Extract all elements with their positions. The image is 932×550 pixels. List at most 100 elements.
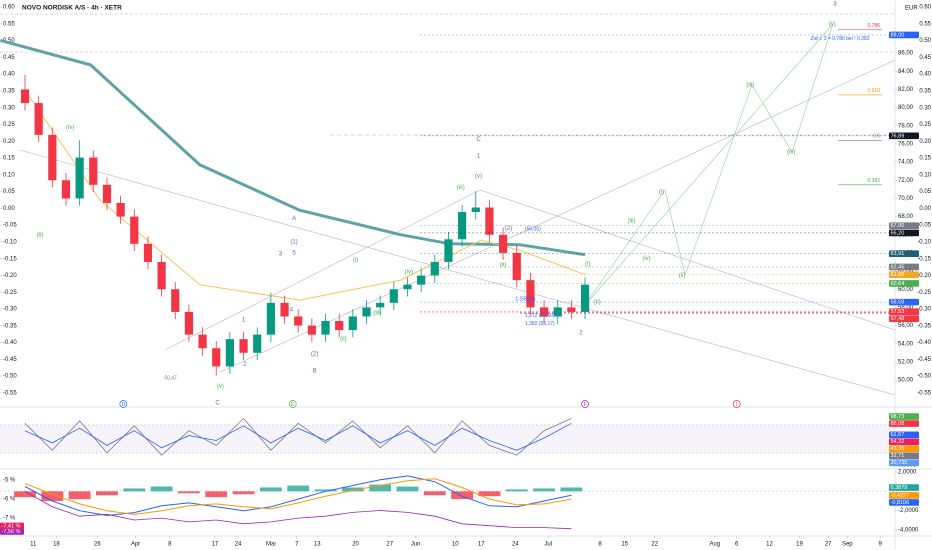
wave-label: 3 <box>279 251 283 257</box>
x-tick-label: 24 <box>512 542 519 548</box>
y2-tick-label: -0.40 <box>917 340 931 346</box>
wave-label: 1 <box>242 318 246 324</box>
candle-body <box>471 207 480 213</box>
candle-body <box>362 307 371 317</box>
candle-body <box>253 334 262 353</box>
price-tag <box>0 528 24 535</box>
y2-tick-label: 0.35 <box>919 89 931 95</box>
wave-label: (ii) <box>37 232 44 238</box>
price-tag <box>889 280 919 287</box>
wave-label: (1) <box>290 240 297 246</box>
wave-label: (i) <box>659 190 664 196</box>
event-marker <box>581 400 589 408</box>
y-tick-label: 72,00 <box>898 178 914 184</box>
x-tick-label: 27 <box>386 542 393 548</box>
histogram-bar <box>369 484 392 492</box>
candle-body <box>157 261 166 290</box>
candle-body <box>20 89 30 104</box>
price-tag <box>889 308 919 315</box>
price-tag-label: -0,8106 <box>891 500 910 506</box>
price-tag-label: 43,35 <box>891 446 905 452</box>
y-tick-label: 54,00 <box>898 341 914 347</box>
price-tag-label: -0,4227 <box>891 493 910 499</box>
indicator-line <box>24 417 572 456</box>
histogram-bar <box>423 491 446 496</box>
x-tick-label: 27 <box>825 542 832 548</box>
wave-label: B <box>313 369 317 375</box>
wave-label: (iv) <box>405 270 413 276</box>
histogram-bar <box>314 489 337 492</box>
wave-label: (2) <box>505 226 512 232</box>
candle-body <box>130 216 139 244</box>
y2-tick-label: 0.50 <box>919 38 931 44</box>
y2-tick-label: 0.55 <box>919 21 931 27</box>
candle-body <box>61 180 71 199</box>
y2-tick-label: -0.35 <box>3 323 17 329</box>
y2-tick-label: -0.45 <box>917 357 931 363</box>
y2-tick-label: -0.45 <box>3 357 17 363</box>
wave-label: (i) <box>353 258 358 264</box>
price-tag-label: 67,00 <box>891 223 905 229</box>
y2-tick-label: 0.40 <box>3 72 15 78</box>
candle-body <box>212 348 221 367</box>
wave-label: (iv) <box>642 256 650 262</box>
wave-label: (iii) <box>373 310 381 316</box>
price-tag <box>889 250 919 258</box>
histogram-bar <box>41 491 64 502</box>
histogram-bar <box>14 491 36 498</box>
price-tag <box>889 459 919 467</box>
price-tag <box>0 522 24 530</box>
wave-label: (iii) <box>457 185 465 191</box>
price-tag <box>889 229 919 237</box>
wave-label: 2 <box>579 330 583 336</box>
price-tag-label: 61,60 <box>891 272 905 278</box>
candle-body <box>526 280 535 308</box>
price-tag-label: 66,20 <box>891 230 905 236</box>
y2-tick-label: 0.45 <box>919 55 931 61</box>
candle-body <box>307 325 316 335</box>
wave-label: 5 <box>292 250 296 256</box>
projection-line <box>751 84 793 153</box>
x-tick-label: 17 <box>478 542 485 548</box>
fib-label: 0.786 <box>867 23 880 29</box>
wave-label: (ii) <box>500 262 507 268</box>
x-tick-label: 15 <box>621 542 628 548</box>
y-tick-label: 80,00 <box>898 105 914 111</box>
y-tick-label: 84,00 <box>898 69 914 75</box>
x-tick-label: 26 <box>94 542 101 548</box>
x-tick-label: 9 <box>878 542 882 548</box>
price-tag-label: 76,89 <box>891 133 905 139</box>
y2-tick-label: -0.05 <box>917 223 931 229</box>
indicator-line <box>0 38 586 257</box>
wave-label: (i) <box>585 261 590 267</box>
y2-tick-label: -0.20 <box>3 273 17 279</box>
wave-label: (v) <box>475 173 482 179</box>
wave-label: (ii) <box>340 337 347 343</box>
candle-body <box>198 334 207 349</box>
candle-body <box>321 321 330 335</box>
histogram-bar <box>560 487 583 492</box>
indicator-line <box>24 475 572 517</box>
histogram-bar <box>287 485 310 492</box>
y2-tick-label: -0.30 <box>917 307 931 313</box>
histogram-bar <box>232 491 255 495</box>
price-tag-label: 54,32 <box>891 439 905 445</box>
y2-tick-label: -6 % <box>3 497 16 503</box>
histogram-bar <box>123 488 146 492</box>
wave-label: (v) <box>829 22 836 28</box>
y2-tick-label: -0.10 <box>917 240 931 246</box>
y2-tick-label: 0.40 <box>919 72 931 78</box>
x-tick-label: 19 <box>796 542 803 548</box>
fib-label: 0.618 <box>867 88 880 94</box>
fib-label: 0.382 <box>867 178 880 184</box>
wave-label: (iii) <box>746 82 754 88</box>
x-tick-label: 13 <box>314 542 321 548</box>
x-tick-label: Apr <box>131 542 140 548</box>
y2-tick-label: -0.10 <box>3 240 17 246</box>
candle-body <box>485 207 494 235</box>
histogram-bar <box>396 486 419 492</box>
y-tick-label: 76,00 <box>898 142 914 148</box>
candle-body <box>458 212 467 240</box>
y-tick-label: -4,0000 <box>898 528 919 534</box>
candle-body <box>116 202 125 217</box>
